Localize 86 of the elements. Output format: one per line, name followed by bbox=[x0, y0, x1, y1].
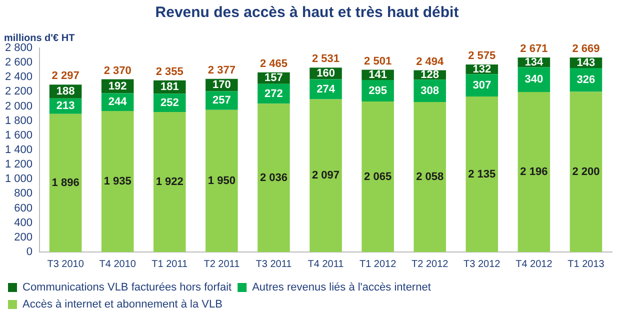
y-tick-label: 600 bbox=[14, 202, 33, 214]
y-tick-label: 2 800 bbox=[4, 42, 33, 54]
total-label: 2 531 bbox=[312, 53, 340, 66]
bar bbox=[154, 112, 186, 252]
total-label: 2 465 bbox=[260, 58, 288, 70]
total-label: 2 297 bbox=[52, 70, 80, 82]
data-label: 274 bbox=[316, 83, 336, 96]
data-label: 2 097 bbox=[312, 170, 340, 182]
data-label: 295 bbox=[368, 84, 387, 97]
y-tick-label: 1 200 bbox=[4, 158, 33, 171]
data-label: 308 bbox=[420, 84, 440, 97]
total-label: 2 370 bbox=[104, 64, 132, 77]
data-label: 244 bbox=[108, 96, 128, 108]
x-tick-label: T1 2011 bbox=[152, 258, 188, 270]
y-tick-label: 2 200 bbox=[4, 86, 33, 98]
y-tick-label: 2 600 bbox=[4, 56, 33, 69]
y-tick-label: 2 000 bbox=[4, 100, 33, 112]
bar bbox=[49, 114, 82, 252]
data-label: 1 922 bbox=[156, 176, 184, 188]
data-label: 192 bbox=[108, 80, 127, 92]
data-label: 257 bbox=[212, 94, 231, 107]
bar bbox=[206, 110, 238, 252]
x-tick-label: T1 2013 bbox=[568, 258, 605, 270]
total-label: 2 494 bbox=[416, 56, 444, 68]
chart-title: Revenu des accès à haut et très haut débit bbox=[155, 4, 459, 22]
total-label: 2 377 bbox=[208, 64, 236, 76]
data-label: 1 950 bbox=[208, 174, 236, 187]
data-label: 2 036 bbox=[260, 172, 288, 184]
x-tick-label: T3 2012 bbox=[464, 258, 501, 270]
y-tick-label: 200 bbox=[14, 231, 33, 244]
y-tick-label: 1 600 bbox=[4, 129, 33, 142]
data-label: 188 bbox=[56, 86, 75, 98]
y-tick-label: 1 400 bbox=[4, 144, 33, 156]
bar bbox=[466, 96, 498, 252]
data-label: 2 058 bbox=[416, 171, 444, 184]
data-label: 170 bbox=[212, 79, 231, 92]
data-label: 1 935 bbox=[104, 176, 132, 188]
total-label: 2 669 bbox=[572, 43, 600, 56]
data-label: 2 135 bbox=[468, 168, 496, 180]
legend-label: Accès à internet et abonnement à la VLB bbox=[22, 298, 222, 311]
bar bbox=[362, 102, 394, 252]
data-label: 134 bbox=[524, 56, 544, 68]
x-tick-label: T4 2011 bbox=[308, 258, 344, 270]
data-label: 252 bbox=[160, 96, 179, 109]
bar bbox=[101, 111, 134, 252]
legend-label: Autres revenus liés à l'accès internet bbox=[252, 282, 431, 294]
data-label: 2 200 bbox=[572, 166, 600, 178]
y-axis-title: millions d'€ HT bbox=[4, 32, 75, 44]
bar bbox=[414, 102, 446, 252]
data-label: 181 bbox=[160, 81, 179, 94]
y-tick-label: 0 bbox=[26, 246, 33, 258]
x-tick-label: T2 2012 bbox=[412, 258, 449, 270]
data-label: 326 bbox=[576, 74, 596, 86]
x-tick-label: T4 2010 bbox=[99, 258, 136, 270]
data-label: 213 bbox=[56, 100, 75, 112]
data-label: 132 bbox=[472, 63, 492, 76]
data-label: 143 bbox=[576, 56, 596, 69]
y-tick-label: 400 bbox=[14, 216, 33, 229]
x-tick-label: T1 2012 bbox=[359, 258, 397, 270]
total-label: 2 671 bbox=[520, 43, 548, 56]
legend-label: Communications VLB facturées hors forfait bbox=[22, 282, 232, 294]
total-label: 2 575 bbox=[468, 50, 496, 62]
data-label: 272 bbox=[264, 88, 283, 100]
data-label: 307 bbox=[472, 79, 492, 92]
x-tick-label: T4 2012 bbox=[516, 258, 553, 270]
y-tick-label: 2 400 bbox=[4, 71, 33, 84]
bar bbox=[518, 92, 550, 252]
x-tick-label: T3 2011 bbox=[256, 258, 292, 270]
x-tick-label: T3 2010 bbox=[47, 258, 84, 270]
x-tick-label: T2 2011 bbox=[204, 258, 240, 270]
y-tick-label: 800 bbox=[14, 188, 33, 200]
data-label: 2 065 bbox=[364, 170, 392, 183]
data-label: 2 196 bbox=[520, 166, 548, 178]
total-label: 2 501 bbox=[364, 55, 392, 68]
data-label: 128 bbox=[420, 68, 440, 81]
bar bbox=[258, 104, 290, 252]
y-tick-label: 1 800 bbox=[4, 114, 33, 127]
y-tick-label: 1 000 bbox=[4, 173, 33, 186]
data-label: 160 bbox=[316, 67, 335, 80]
total-label: 2 355 bbox=[156, 66, 184, 78]
data-label: 340 bbox=[524, 74, 544, 86]
data-label: 141 bbox=[368, 68, 387, 81]
data-label: 157 bbox=[264, 72, 283, 84]
bar bbox=[570, 92, 602, 252]
data-label: 1 896 bbox=[52, 176, 80, 189]
bar bbox=[310, 99, 342, 252]
